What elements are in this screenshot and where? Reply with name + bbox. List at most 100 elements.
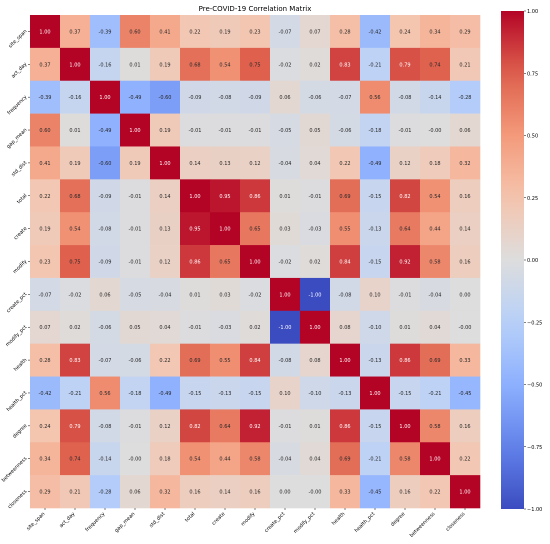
cell-value-label: 0.24 xyxy=(39,424,50,430)
cell-value-label: -0.08 xyxy=(399,95,412,101)
x-tick-label: act_day xyxy=(58,511,76,529)
cell-value-label: 0.02 xyxy=(69,325,80,331)
cell-value-label: 0.23 xyxy=(39,260,50,266)
heatmap-cell xyxy=(120,212,151,246)
cell-value-label: 0.33 xyxy=(339,490,350,496)
cell-value-label: 0.69 xyxy=(189,358,200,364)
cell-value-label: -0.01 xyxy=(399,128,412,134)
heatmap-cell xyxy=(120,15,151,49)
cell-value-label: -0.07 xyxy=(279,29,292,35)
cell-value-label: 0.82 xyxy=(189,424,200,430)
cell-value-label: -0.16 xyxy=(99,62,112,68)
heatmap-cell xyxy=(120,376,151,410)
heatmap-cell xyxy=(240,245,271,279)
heatmap-cell xyxy=(360,47,391,82)
heatmap-cell xyxy=(330,113,361,147)
heatmap-cell xyxy=(60,310,91,344)
cell-value-label: 0.58 xyxy=(429,260,440,266)
heatmap-cell xyxy=(30,442,61,476)
heatmap-cell xyxy=(30,277,61,312)
heatmap-cell xyxy=(240,310,271,344)
heatmap-cell xyxy=(300,212,331,246)
heatmap-cell xyxy=(210,146,241,180)
cell-value-label: -0.01 xyxy=(249,128,262,134)
y-tick-label: create_pct xyxy=(6,292,29,315)
heatmap-cell xyxy=(180,442,211,476)
cell-value-label: 0.28 xyxy=(39,358,50,364)
cell-value-label: -0.09 xyxy=(189,95,202,101)
cell-value-label: 1.00 xyxy=(429,457,440,463)
heatmap-cell xyxy=(330,80,361,114)
colorbar-gradient xyxy=(501,11,524,509)
cell-value-label: -0.01 xyxy=(219,128,232,134)
heatmap-cell xyxy=(360,146,391,180)
heatmap-cell xyxy=(30,475,61,509)
heatmap-cell xyxy=(60,442,91,476)
cell-value-label: -0.07 xyxy=(99,358,112,364)
cell-value-label: 0.16 xyxy=(459,424,470,430)
heatmap-cell xyxy=(420,376,451,410)
colorbar-tick-label: −0.25 xyxy=(527,320,542,326)
cell-value-label: 0.95 xyxy=(189,227,200,233)
cell-value-label: 0.22 xyxy=(189,29,200,35)
cell-value-label: 0.14 xyxy=(189,161,200,167)
heatmap-cell xyxy=(210,376,241,410)
heatmap-cell xyxy=(420,442,451,476)
heatmap-cell xyxy=(30,113,61,147)
heatmap-cell xyxy=(420,310,451,344)
cell-value-label: -0.00 xyxy=(129,457,142,463)
cell-value-label: 0.04 xyxy=(309,457,320,463)
colorbar-tick-label: 0.00 xyxy=(527,258,538,264)
heatmap-cell xyxy=(90,277,121,312)
heatmap-cell xyxy=(330,409,361,443)
heatmap-cell xyxy=(150,245,181,279)
colorbar-tick-label: 0.75 xyxy=(527,71,538,77)
cell-value-label: -0.06 xyxy=(309,95,322,101)
cell-value-label: 0.04 xyxy=(159,325,170,331)
x-tick-label: health_pct xyxy=(354,511,377,534)
cell-value-label: 0.68 xyxy=(69,194,80,200)
cell-value-label: -0.49 xyxy=(369,161,382,167)
cell-value-label: 0.19 xyxy=(69,161,80,167)
cell-value-label: 0.19 xyxy=(159,128,170,134)
cell-value-label: 0.24 xyxy=(399,29,410,35)
cell-value-label: 0.83 xyxy=(339,62,350,68)
heatmap-cell xyxy=(330,475,361,509)
heatmap-cell xyxy=(120,113,151,147)
y-tick-label: create xyxy=(13,226,28,241)
heatmap-cell xyxy=(210,179,241,213)
heatmap-cell xyxy=(300,409,331,443)
cell-value-label: 0.07 xyxy=(309,29,320,35)
heatmap-cell xyxy=(60,343,91,377)
heatmap-cell xyxy=(240,80,271,114)
heatmap-cell xyxy=(420,475,451,509)
heatmap-cell xyxy=(360,376,391,410)
cell-value-label: -0.15 xyxy=(249,391,262,397)
heatmap-cell xyxy=(30,212,61,246)
cell-value-label: -0.28 xyxy=(99,490,112,496)
cell-value-label: -0.39 xyxy=(39,95,52,101)
heatmap-cell xyxy=(420,47,451,82)
heatmap-cell xyxy=(120,179,151,213)
heatmap-cell xyxy=(450,475,481,509)
x-tick-label: create xyxy=(211,511,226,526)
cell-value-label: 0.37 xyxy=(69,29,80,35)
chart-title: Pre-COVID-19 Correlation Matrix xyxy=(199,5,312,13)
cell-value-label: -0.28 xyxy=(459,95,472,101)
heatmap-cell xyxy=(390,310,421,344)
heatmap-cell xyxy=(90,15,121,49)
cell-value-label: -0.49 xyxy=(129,95,142,101)
heatmap-cell xyxy=(300,442,331,476)
cell-value-label: 0.68 xyxy=(189,62,200,68)
cell-value-label: -0.09 xyxy=(99,194,112,200)
cell-value-label: -0.01 xyxy=(189,325,202,331)
heatmap-cell xyxy=(210,442,241,476)
heatmap-cell xyxy=(90,343,121,377)
heatmap-cell xyxy=(390,277,421,312)
heatmap-cell xyxy=(180,113,211,147)
heatmap-cell xyxy=(450,15,481,49)
cell-value-label: -0.13 xyxy=(369,227,382,233)
heatmap-cell xyxy=(180,179,211,213)
heatmap-cell xyxy=(90,475,121,509)
cell-value-label: -0.49 xyxy=(159,391,172,397)
